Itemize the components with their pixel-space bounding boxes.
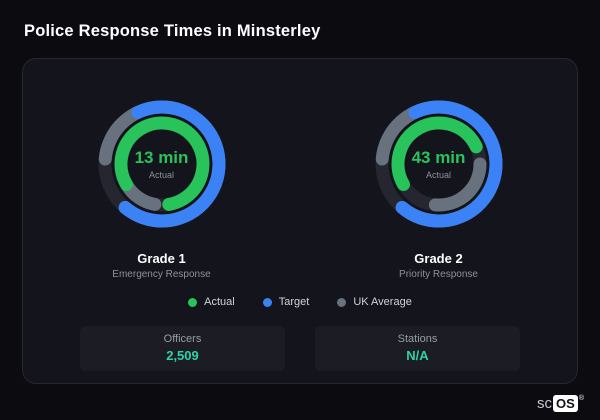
legend-item-actual: Actual — [188, 296, 235, 308]
grade-1-subtitle: Emergency Response — [112, 269, 211, 280]
stations-stat-box: Stations N/A — [315, 326, 520, 371]
page-title: Police Response Times in Minsterley — [24, 22, 321, 40]
gauge-grade-1: 13 min Actual Grade 1 Emergency Response — [23, 89, 300, 280]
scos-logo: sc OS ® — [537, 395, 584, 412]
stations-stat-value: N/A — [406, 348, 429, 363]
legend-item-target: Target — [262, 296, 310, 308]
officers-stat-value: 2,509 — [166, 348, 199, 363]
grade-1-gauge-rings — [98, 100, 225, 228]
registered-trademark-icon: ® — [578, 395, 584, 402]
uk-average-legend-dot-icon — [337, 297, 347, 307]
target-legend-dot-icon — [262, 297, 272, 307]
grade-1-title: Grade 1 — [137, 251, 186, 266]
officers-stat-box: Officers 2,509 — [80, 326, 285, 371]
actual-legend-label: Actual — [204, 296, 235, 308]
chart-legend: Actual Target UK Average — [23, 296, 577, 308]
scos-logo-prefix: sc — [537, 395, 553, 412]
scos-logo-chip: OS — [553, 395, 578, 412]
grade-2-donut-chart: 43 min Actual — [364, 89, 514, 239]
stats-row: Officers 2,509 Stations N/A — [23, 326, 577, 371]
target-legend-label: Target — [278, 296, 310, 308]
response-times-card: 13 min Actual Grade 1 Emergency Response… — [22, 58, 578, 384]
gauges-row: 13 min Actual Grade 1 Emergency Response… — [23, 89, 577, 280]
gauge-grade-2: 43 min Actual Grade 2 Priority Response — [300, 89, 577, 280]
stations-stat-label: Stations — [397, 333, 438, 345]
officers-stat-label: Officers — [163, 333, 202, 345]
actual-legend-dot-icon — [188, 297, 198, 307]
legend-item-uk-average: UK Average — [337, 296, 412, 308]
grade-1-donut-chart: 13 min Actual — [87, 89, 237, 239]
uk-average-legend-label: UK Average — [353, 296, 412, 308]
grade-2-subtitle: Priority Response — [399, 269, 478, 280]
grade-2-gauge-rings — [375, 100, 502, 228]
grade-2-title: Grade 2 — [414, 251, 463, 266]
